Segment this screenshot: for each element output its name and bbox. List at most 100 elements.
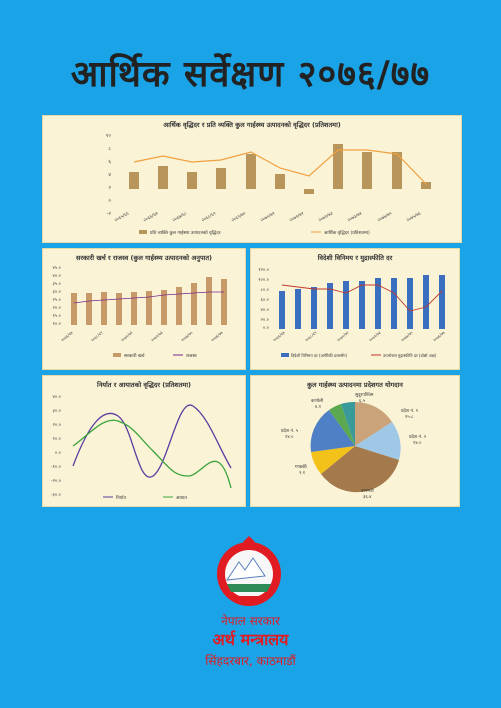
svg-text:२: २ [108,185,111,191]
svg-text:२०७६/७७: २०७६/७७ [432,330,446,343]
svg-text:२०.०: २०.० [261,318,270,323]
svg-text:विदेशी विनिमय दर (अमेरिकी डलरस: विदेशी विनिमय दर (अमेरिकी डलरसँग) [291,353,347,358]
svg-text:-२०.०: -२०.० [51,479,62,484]
svg-text:३६.४: ३६.४ [363,495,372,500]
pie-slice-karnali [329,404,355,446]
pie-slice-province2 [355,422,401,460]
svg-text:६.५: ६.५ [359,399,366,404]
svg-text:०.०: ०.० [55,451,62,456]
svg-text:सरकारी खर्च: सरकारी खर्च [124,352,145,359]
svg-text:सुदूरपश्चिम: सुदूरपश्चिम [355,391,374,398]
provincial-gdp-chart: प्रदेश नं. १ १५.८ प्रदेश नं. २ १४.० बागम… [281,391,426,500]
svg-text:प्रति व्यक्ति कुल गार्हस्थ्य उ: प्रति व्यक्ति कुल गार्हस्थ्य उत्पादनको व… [150,229,221,236]
exchange-inflation-chart-title: विदेशी विनिमय र मुद्रास्फीति दर [317,254,393,262]
svg-text:निर्यात: निर्यात [116,494,126,501]
svg-text:-३०.०: -३०.० [51,493,62,498]
svg-text:२०७२/७३: २०७२/७३ [318,211,334,224]
svg-text:२०७०/७१: २०७०/७१ [260,211,276,224]
growth-chart: १० ८ ६ ४ २ ० -२ [106,133,431,236]
provincial-gdp-chart-title: कुल गार्हस्थ्य उत्पादनमा प्रदेशगत योगदान [307,381,403,389]
svg-text:प्रदेश नं. १: प्रदेश नं. १ [401,407,418,414]
svg-text:३०.०: ३०.० [53,290,62,295]
svg-text:-२: -२ [107,211,112,217]
svg-text:प्रदेश नं. ५: प्रदेश नं. ५ [281,427,299,434]
svg-text:२०६८/६९: २०६८/६९ [90,330,104,343]
svg-text:१००.०: १००.० [258,278,269,283]
svg-text:२०६६/६७: २०६६/६७ [272,330,286,343]
svg-text:२०६८/६९: २०६८/६९ [304,330,318,343]
svg-text:२०७४/७५: २०७४/७५ [377,210,394,223]
ministry-address: सिंहदरबार, काठमाडौं [205,654,296,668]
trade-growth-chart-title: निर्यात र आयातको वृद्धिदर (प्रतिशतमा) [97,381,191,389]
svg-text:बागमती: बागमती [361,487,375,494]
trade-growth-chart-panel: निर्यात र आयातको वृद्धिदर (प्रतिशतमा) ४०… [42,375,246,507]
svg-text:९.१: ९.१ [299,471,305,476]
svg-text:१४.०: १४.० [413,441,422,446]
exchange-inflation-chart-panel: विदेशी विनिमय र मुद्रास्फीति दर १२०.० १०… [250,248,460,370]
svg-text:६०.०: ६०.० [261,298,270,303]
growth-chart-title: आर्थिक वृद्धिदर र प्रति व्यक्ति कुल गार्… [163,121,341,129]
svg-text:२०७५/७६: २०७५/७६ [406,210,423,223]
svg-text:२०६९/७०: २०६९/७० [231,210,248,223]
pie-slice-gandaki [311,446,355,474]
svg-text:८: ८ [108,146,111,152]
svg-text:२०७३/७४: २०७३/७४ [347,210,364,223]
pie-slice-province1 [355,401,392,446]
growth-chart-line [133,149,427,185]
govt-expenditure-legend: सरकारी खर्च राजस्व [113,352,197,359]
growth-chart-legend: प्रति व्यक्ति कुल गार्हस्थ्य उत्पादनको व… [139,229,370,236]
svg-text:२०.०: २०.० [53,423,62,428]
svg-text:२०७४/७५: २०७४/७५ [400,330,414,343]
svg-text:२०७०/७१: २०७०/७१ [336,330,350,343]
svg-text:०.०: ०.० [263,326,270,331]
pie-slice-sudurpashchim [341,401,355,446]
svg-text:आर्थिक वृद्धिदर (प्रतिशतमा): आर्थिक वृद्धिदर (प्रतिशतमा) [324,229,370,236]
svg-text:१०.०: १०.० [53,437,62,442]
svg-text:२०६६/६७: २०६६/६७ [60,330,74,343]
imports-line [72,419,232,489]
govt-expenditure-chart: ४५.० ४०.० ३५.० ३०.० २५.० २०.० १५.० १०.० … [53,266,227,359]
svg-text:राजस्व: राजस्व [186,354,197,359]
svg-text:१०.०: १०.० [53,322,62,327]
svg-text:२०७६/७७: २०७६/७७ [210,330,224,343]
svg-text:४०.०: ४०.० [53,395,62,400]
svg-text:आयात: आयात [176,496,187,501]
svg-text:८०.०: ८०.० [261,288,270,293]
pie-slice-province5 [310,410,355,452]
svg-text:२०७२/७३: २०७२/७३ [368,330,382,343]
govt-expenditure-chart-title: सरकारी खर्च र राजस्व (कुल गार्हस्थ्य उत्… [75,254,213,262]
svg-text:३५.०: ३५.० [53,282,62,287]
exchange-rate-bars [279,275,445,329]
svg-text:२५.०: २५.० [53,298,62,303]
svg-text:२०७४/७५: २०७४/७५ [180,330,194,343]
growth-chart-yticks: १० ८ ६ ४ २ ० -२ [106,133,112,217]
provincial-gdp-chart-panel: कुल गार्हस्थ्य उत्पादनमा प्रदेशगत योगदान… [250,375,460,507]
svg-text:-१०.०: -१०.० [51,465,62,470]
growth-chart-panel: आर्थिक वृद्धिदर र प्रति व्यक्ति कुल गार्… [42,115,462,243]
svg-text:२०६६/६७: २०६६/६७ [143,210,160,223]
govt-expenditure-chart-panel: सरकारी खर्च र राजस्व (कुल गार्हस्थ्य उत्… [42,248,246,370]
svg-text:१२०.०: १२०.० [258,268,269,273]
svg-text:कर्णाली: कर्णाली [311,397,324,404]
svg-text:४.१: ४.१ [315,405,321,410]
svg-text:१४.०: १४.० [285,435,294,440]
inflation-line [281,284,443,312]
svg-text:२०७०/७१: २०७०/७१ [120,330,134,343]
svg-text:उपभोक्ता मुद्रास्फीति दर (दोस्: उपभोक्ता मुद्रास्फीति दर (दोस्रो अक्ष) [383,353,437,359]
svg-text:४०.०: ४०.० [261,308,270,313]
revenue-line [73,291,224,304]
svg-text:२०६८/६९: २०६८/६९ [201,211,217,224]
nepal-emblem-icon [217,536,281,606]
report-title: आर्थिक सर्वेक्षण २०७६/७७ [70,54,431,95]
svg-text:४०.०: ४०.० [53,274,62,279]
exchange-inflation-legend: विदेशी विनिमय दर (अमेरिकी डलरसँग) उपभोक्… [281,353,437,359]
svg-text:२०६७/६८: २०६७/६८ [172,210,189,223]
svg-text:४: ४ [108,172,111,178]
svg-text:३०.०: ३०.० [53,409,62,414]
svg-text:२०६५/६६: २०६५/६६ [114,210,131,223]
svg-text:प्रदेश नं. २: प्रदेश नं. २ [409,433,426,440]
ministry-name: अर्थ मन्त्रालय [212,630,289,649]
svg-text:१५.८: १५.८ [405,415,414,420]
svg-text:६: ६ [108,159,111,165]
